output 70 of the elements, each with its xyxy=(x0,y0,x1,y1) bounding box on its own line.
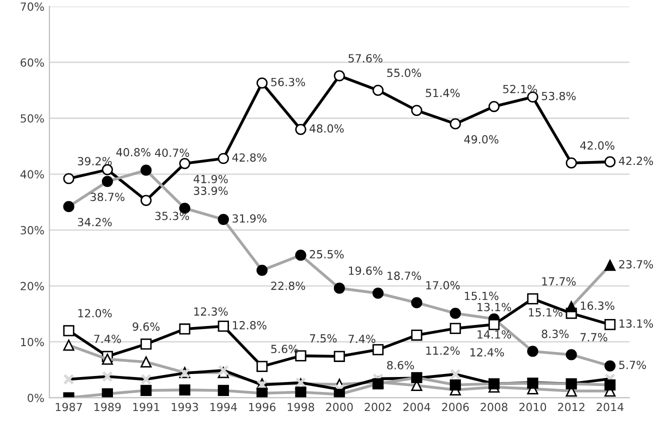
data-label: 53.8% xyxy=(542,92,576,100)
data-label: 11.2% xyxy=(426,346,460,355)
y-tick-label: 50% xyxy=(20,114,44,123)
x-tick-label: 1996 xyxy=(249,402,276,412)
data-label: 35.3% xyxy=(155,212,190,220)
data-label: 33.9% xyxy=(194,186,228,195)
data-label: 41.9% xyxy=(194,174,228,184)
data-label: 13.1% xyxy=(620,319,654,328)
x-tick-label: 2008 xyxy=(480,402,508,412)
data-label: 55.0% xyxy=(387,68,422,78)
data-label: 15.1% xyxy=(464,292,498,300)
y-tick-label: 30% xyxy=(20,226,44,234)
data-label: 57.6% xyxy=(348,54,382,62)
data-label: 17.7% xyxy=(542,277,576,286)
data-label: 7.4% xyxy=(348,334,376,344)
y-tick-label: 10% xyxy=(21,338,44,346)
data-label: 15.1% xyxy=(528,308,562,317)
data-label: 7.5% xyxy=(310,334,337,343)
data-label: 16.3% xyxy=(580,301,614,310)
data-label: 49.0% xyxy=(464,135,498,144)
x-tick-label: 2006 xyxy=(442,402,469,412)
x-tick-label: 2000 xyxy=(326,402,353,412)
x-tick-label: 2002 xyxy=(364,402,392,412)
data-label: 13.1% xyxy=(478,302,512,312)
data-label: 38.7% xyxy=(90,192,124,202)
data-label: 18.7% xyxy=(388,272,422,280)
data-label: 19.6% xyxy=(348,266,382,275)
y-tick-label: 40% xyxy=(20,170,44,179)
data-label: 34.2% xyxy=(78,218,112,226)
x-tick-label: 2012 xyxy=(558,402,584,412)
x-tick-label: 1991 xyxy=(133,402,160,412)
data-label: 23.7% xyxy=(619,260,654,268)
x-tick-label: 1998 xyxy=(288,402,314,412)
data-label: 40.8% xyxy=(116,148,150,156)
y-tick-label: 70% xyxy=(20,2,44,11)
data-label: 42.2% xyxy=(618,156,654,166)
y-tick-label: 20% xyxy=(20,282,44,290)
data-label: 7.7% xyxy=(580,333,608,342)
data-label: 51.4% xyxy=(426,88,460,98)
data-label: 52.1% xyxy=(503,84,538,94)
x-tick-label: 1993 xyxy=(172,402,198,412)
data-label: 56.3% xyxy=(271,78,306,86)
data-label: 12.3% xyxy=(194,307,228,316)
data-label: 5.6% xyxy=(271,344,298,354)
data-label: 48.0% xyxy=(310,124,344,133)
data-label: 39.2% xyxy=(78,156,112,166)
data-label: 25.5% xyxy=(310,250,344,258)
data-label: 17.0% xyxy=(426,281,460,290)
data-label: 8.6% xyxy=(387,360,414,370)
data-label: 22.8% xyxy=(271,282,306,290)
data-label: 12.4% xyxy=(470,348,504,356)
x-tick-label: 1994 xyxy=(210,402,237,412)
data-label: 8.3% xyxy=(542,330,569,338)
data-label: 40.7% xyxy=(154,148,190,157)
data-label: 42.8% xyxy=(232,153,266,162)
x-tick-label: 2014 xyxy=(596,402,624,412)
data-label: 12.8% xyxy=(232,321,266,330)
x-tick-label: 1989 xyxy=(94,402,121,412)
data-label: 14.1% xyxy=(478,330,512,339)
x-tick-label: 2004 xyxy=(403,402,430,412)
y-tick-label: 0% xyxy=(28,394,44,402)
data-label: 31.9% xyxy=(232,214,266,223)
x-tick-label: 1987 xyxy=(56,402,82,412)
data-label: 12.0% xyxy=(78,309,112,318)
data-label: 42.0% xyxy=(580,141,614,150)
y-tick-label: 60% xyxy=(20,58,44,67)
data-label: 5.7% xyxy=(619,360,646,370)
x-tick-label: 2010 xyxy=(519,402,546,412)
data-label: 9.6% xyxy=(132,322,160,331)
data-label: 7.4% xyxy=(94,334,121,344)
